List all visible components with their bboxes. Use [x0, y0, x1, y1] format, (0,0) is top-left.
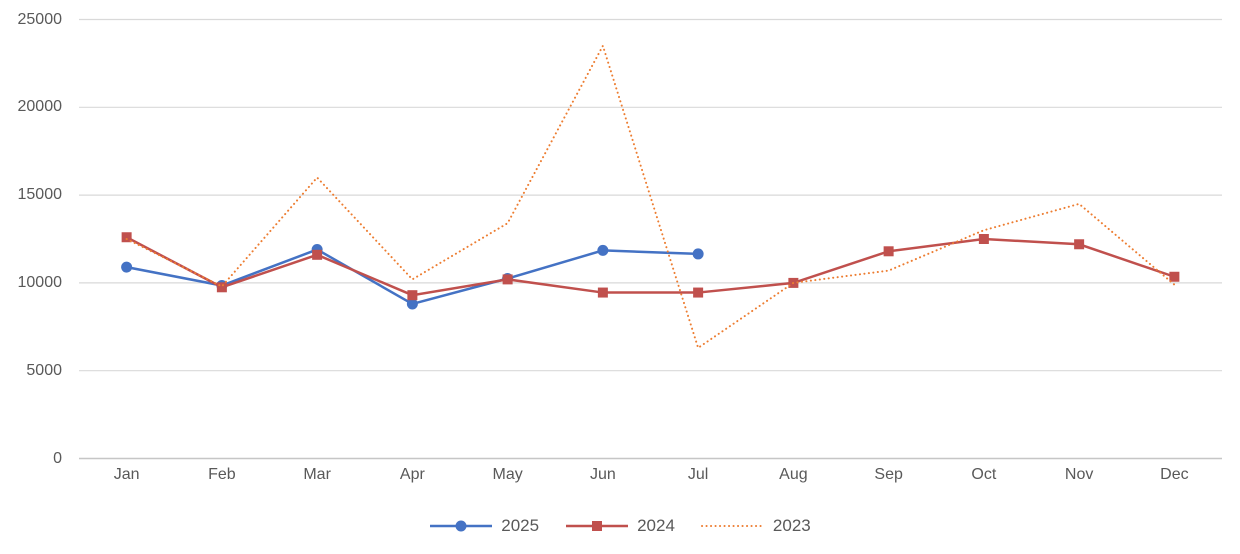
legend-line-square-icon: [566, 521, 629, 531]
x-axis-tick-label: Sep: [874, 466, 903, 483]
x-axis-tick-label: Nov: [1064, 466, 1094, 483]
y-axis-tick-label: 10000: [17, 273, 63, 291]
x-axis-tick-label: Feb: [208, 466, 236, 483]
x-axis-tick-label: Aug: [779, 466, 808, 483]
x-axis-tick-label: Apr: [399, 466, 425, 483]
x-axis-tick-label: Jan: [113, 466, 140, 483]
legend-item-2025: 2025: [429, 516, 539, 536]
x-axis: Jan Feb Mar Apr May Jun Jul Aug Sep Oct …: [79, 466, 1222, 484]
legend-line-circle-icon: [430, 520, 493, 532]
y-axis-tick-label: 15000: [17, 186, 63, 204]
chart-legend: 2025 2024 2023: [0, 516, 1240, 536]
x-axis-tick-label: Jun: [589, 466, 616, 483]
y-axis-tick-label: 20000: [17, 98, 63, 116]
legend-label: 2025: [501, 516, 540, 535]
legend-item-2023: 2023: [700, 516, 811, 536]
x-axis-tick-label: May: [492, 466, 523, 483]
x-axis-tick-label: Dec: [1160, 466, 1189, 483]
y-axis-tick-label: 25000: [17, 10, 63, 28]
y-axis-tick-label: 5000: [26, 361, 62, 379]
x-axis-tick-label: Jul: [687, 466, 709, 483]
x-axis-tick-label: Oct: [971, 466, 997, 483]
legend-item-2024: 2024: [565, 516, 675, 536]
legend-dotted-line-icon: [700, 525, 765, 527]
y-axis-tick-label: 0: [53, 449, 62, 467]
x-axis-tick-label: Mar: [303, 466, 331, 483]
legend-label: 2023: [772, 516, 811, 535]
legend-label: 2024: [637, 516, 675, 535]
